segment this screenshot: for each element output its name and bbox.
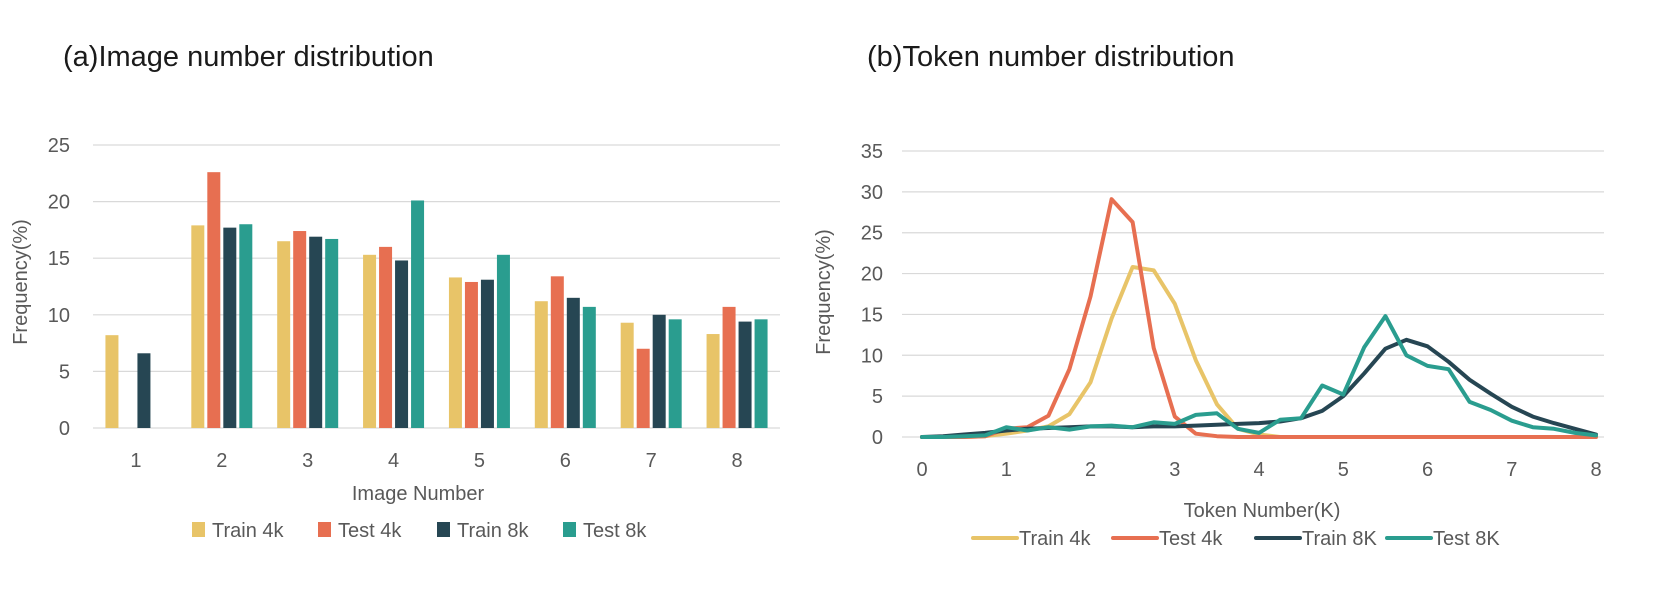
- chart-a-bar: [395, 260, 409, 428]
- chart-a-bar: [363, 254, 377, 428]
- chart-a-x-tick-label: 7: [646, 450, 657, 472]
- chart-a-bar: [239, 224, 253, 428]
- chart-a-bar: [722, 306, 736, 428]
- chart-b-y-axis-label: Frequency(%): [813, 229, 835, 355]
- chart-a-bar: [496, 254, 510, 428]
- chart-b-x-ticks: 0 1 2 3 4 5 6 7 8: [916, 459, 1601, 481]
- chart-b-y-tick-label: 20: [861, 264, 883, 286]
- chart-b-gridlines: [902, 150, 1604, 438]
- chart-a-bar: [566, 297, 580, 428]
- chart-a-bar: [652, 314, 666, 428]
- chart-a-bar: [620, 322, 634, 428]
- chart-a-bar: [309, 236, 323, 428]
- chart-b-x-tick-label: 3: [1169, 459, 1180, 481]
- chart-a-title: (a)Image number distribution: [63, 41, 434, 73]
- chart-b-x-axis-label: Token Number(K): [1184, 500, 1341, 522]
- chart-a-bar: [277, 241, 291, 428]
- image-number-chart: (a)Image number distribution 0510152025 …: [10, 41, 780, 542]
- chart-a-bar: [738, 321, 752, 428]
- chart-a-bar: [448, 277, 462, 428]
- chart-a-legend: Train 4k Test 4k Train 8k Test 8k: [192, 520, 647, 542]
- chart-a-x-tick-label: 1: [130, 450, 141, 472]
- chart-a-legend-label: Test 8k: [583, 520, 647, 542]
- chart-b-lines: [920, 197, 1598, 439]
- chart-a-x-ticks: 1 2 3 4 5 6 7 8: [130, 450, 742, 472]
- chart-a-x-tick-label: 6: [560, 450, 571, 472]
- token-number-chart: (b)Token number distribution 05101520253…: [813, 41, 1604, 550]
- chart-a-x-tick-label: 2: [216, 450, 227, 472]
- chart-a-y-tick-label: 10: [48, 305, 70, 327]
- chart-b-y-tick-label: 5: [872, 386, 883, 408]
- chart-a-bar: [137, 353, 151, 428]
- chart-a-y-tick-label: 25: [48, 135, 70, 157]
- chart-a-bar: [534, 301, 548, 428]
- chart-b-series-line: [920, 337, 1598, 439]
- chart-a-bar: [105, 335, 119, 428]
- chart-a-bar: [379, 246, 393, 428]
- chart-b-x-tick-label: 4: [1253, 459, 1264, 481]
- chart-a-bar: [191, 225, 205, 428]
- chart-b-title: (b)Token number distribution: [867, 41, 1235, 73]
- chart-a-bar: [550, 276, 564, 428]
- chart-b-x-tick-label: 8: [1590, 459, 1601, 481]
- chart-b-y-tick-label: 30: [861, 182, 883, 204]
- chart-b-y-ticks: 0 5 10 15 20 25 30 35: [861, 141, 883, 449]
- chart-b-y-tick-label: 15: [861, 304, 883, 326]
- chart-a-x-tick-label: 8: [732, 450, 743, 472]
- chart-a-bar: [706, 334, 720, 428]
- chart-b-legend-label: Train 4k: [1019, 528, 1092, 550]
- chart-a-legend-label: Test 4k: [338, 520, 402, 542]
- chart-b-y-tick-label: 10: [861, 345, 883, 367]
- chart-b-x-tick-label: 6: [1422, 459, 1433, 481]
- chart-a-legend-swatch: [437, 522, 450, 537]
- chart-b-legend-label: Train 8K: [1302, 528, 1378, 550]
- chart-b-x-tick-label: 1: [1001, 459, 1012, 481]
- chart-a-bar: [293, 231, 307, 428]
- chart-b-legend-label: Test 4k: [1159, 528, 1223, 550]
- chart-a-legend-label: Train 8k: [457, 520, 530, 542]
- chart-a-bar: [480, 279, 494, 428]
- chart-a-bar: [325, 238, 339, 428]
- chart-a-legend-label: Train 4k: [212, 520, 285, 542]
- chart-a-y-tick-label: 0: [59, 418, 70, 440]
- chart-a-y-tick-label: 15: [48, 248, 70, 270]
- chart-b-legend: Train 4k Test 4k Train 8K Test 8K: [971, 528, 1500, 550]
- chart-a-legend-swatch: [563, 522, 576, 537]
- chart-a-bar: [636, 348, 650, 428]
- chart-b-y-tick-label: 35: [861, 141, 883, 163]
- chart-a-legend-swatch: [192, 522, 205, 537]
- chart-a-y-tick-label: 5: [59, 361, 70, 383]
- chart-b-series-line: [920, 197, 1598, 439]
- chart-b-series-line: [920, 314, 1598, 439]
- chart-b-y-tick-label: 0: [872, 427, 883, 449]
- chart-a-legend-swatch: [318, 522, 331, 537]
- chart-a-x-tick-label: 5: [474, 450, 485, 472]
- chart-a-bar: [464, 281, 478, 428]
- chart-a-bars: [105, 172, 768, 428]
- chart-b-x-tick-label: 0: [916, 459, 927, 481]
- chart-a-bar: [411, 200, 425, 428]
- chart-a-y-axis-label: Frequency(%): [10, 219, 32, 345]
- chart-b-x-tick-label: 5: [1338, 459, 1349, 481]
- chart-a-bar: [582, 306, 596, 428]
- chart-a-bar: [223, 227, 237, 428]
- chart-a-x-tick-label: 3: [302, 450, 313, 472]
- chart-b-x-tick-label: 7: [1506, 459, 1517, 481]
- chart-a-x-axis-label: Image Number: [352, 483, 485, 505]
- chart-a-bar: [207, 172, 221, 428]
- chart-a-x-tick-label: 4: [388, 450, 399, 472]
- chart-b-x-tick-label: 2: [1085, 459, 1096, 481]
- chart-b-y-tick-label: 25: [861, 223, 883, 245]
- chart-a-bar: [754, 319, 768, 428]
- chart-a-y-tick-label: 20: [48, 192, 70, 214]
- chart-a-bar: [668, 319, 682, 428]
- chart-b-legend-label: Test 8K: [1433, 528, 1500, 550]
- chart-a-y-ticks: 0 5 10 15 20 25: [48, 135, 70, 440]
